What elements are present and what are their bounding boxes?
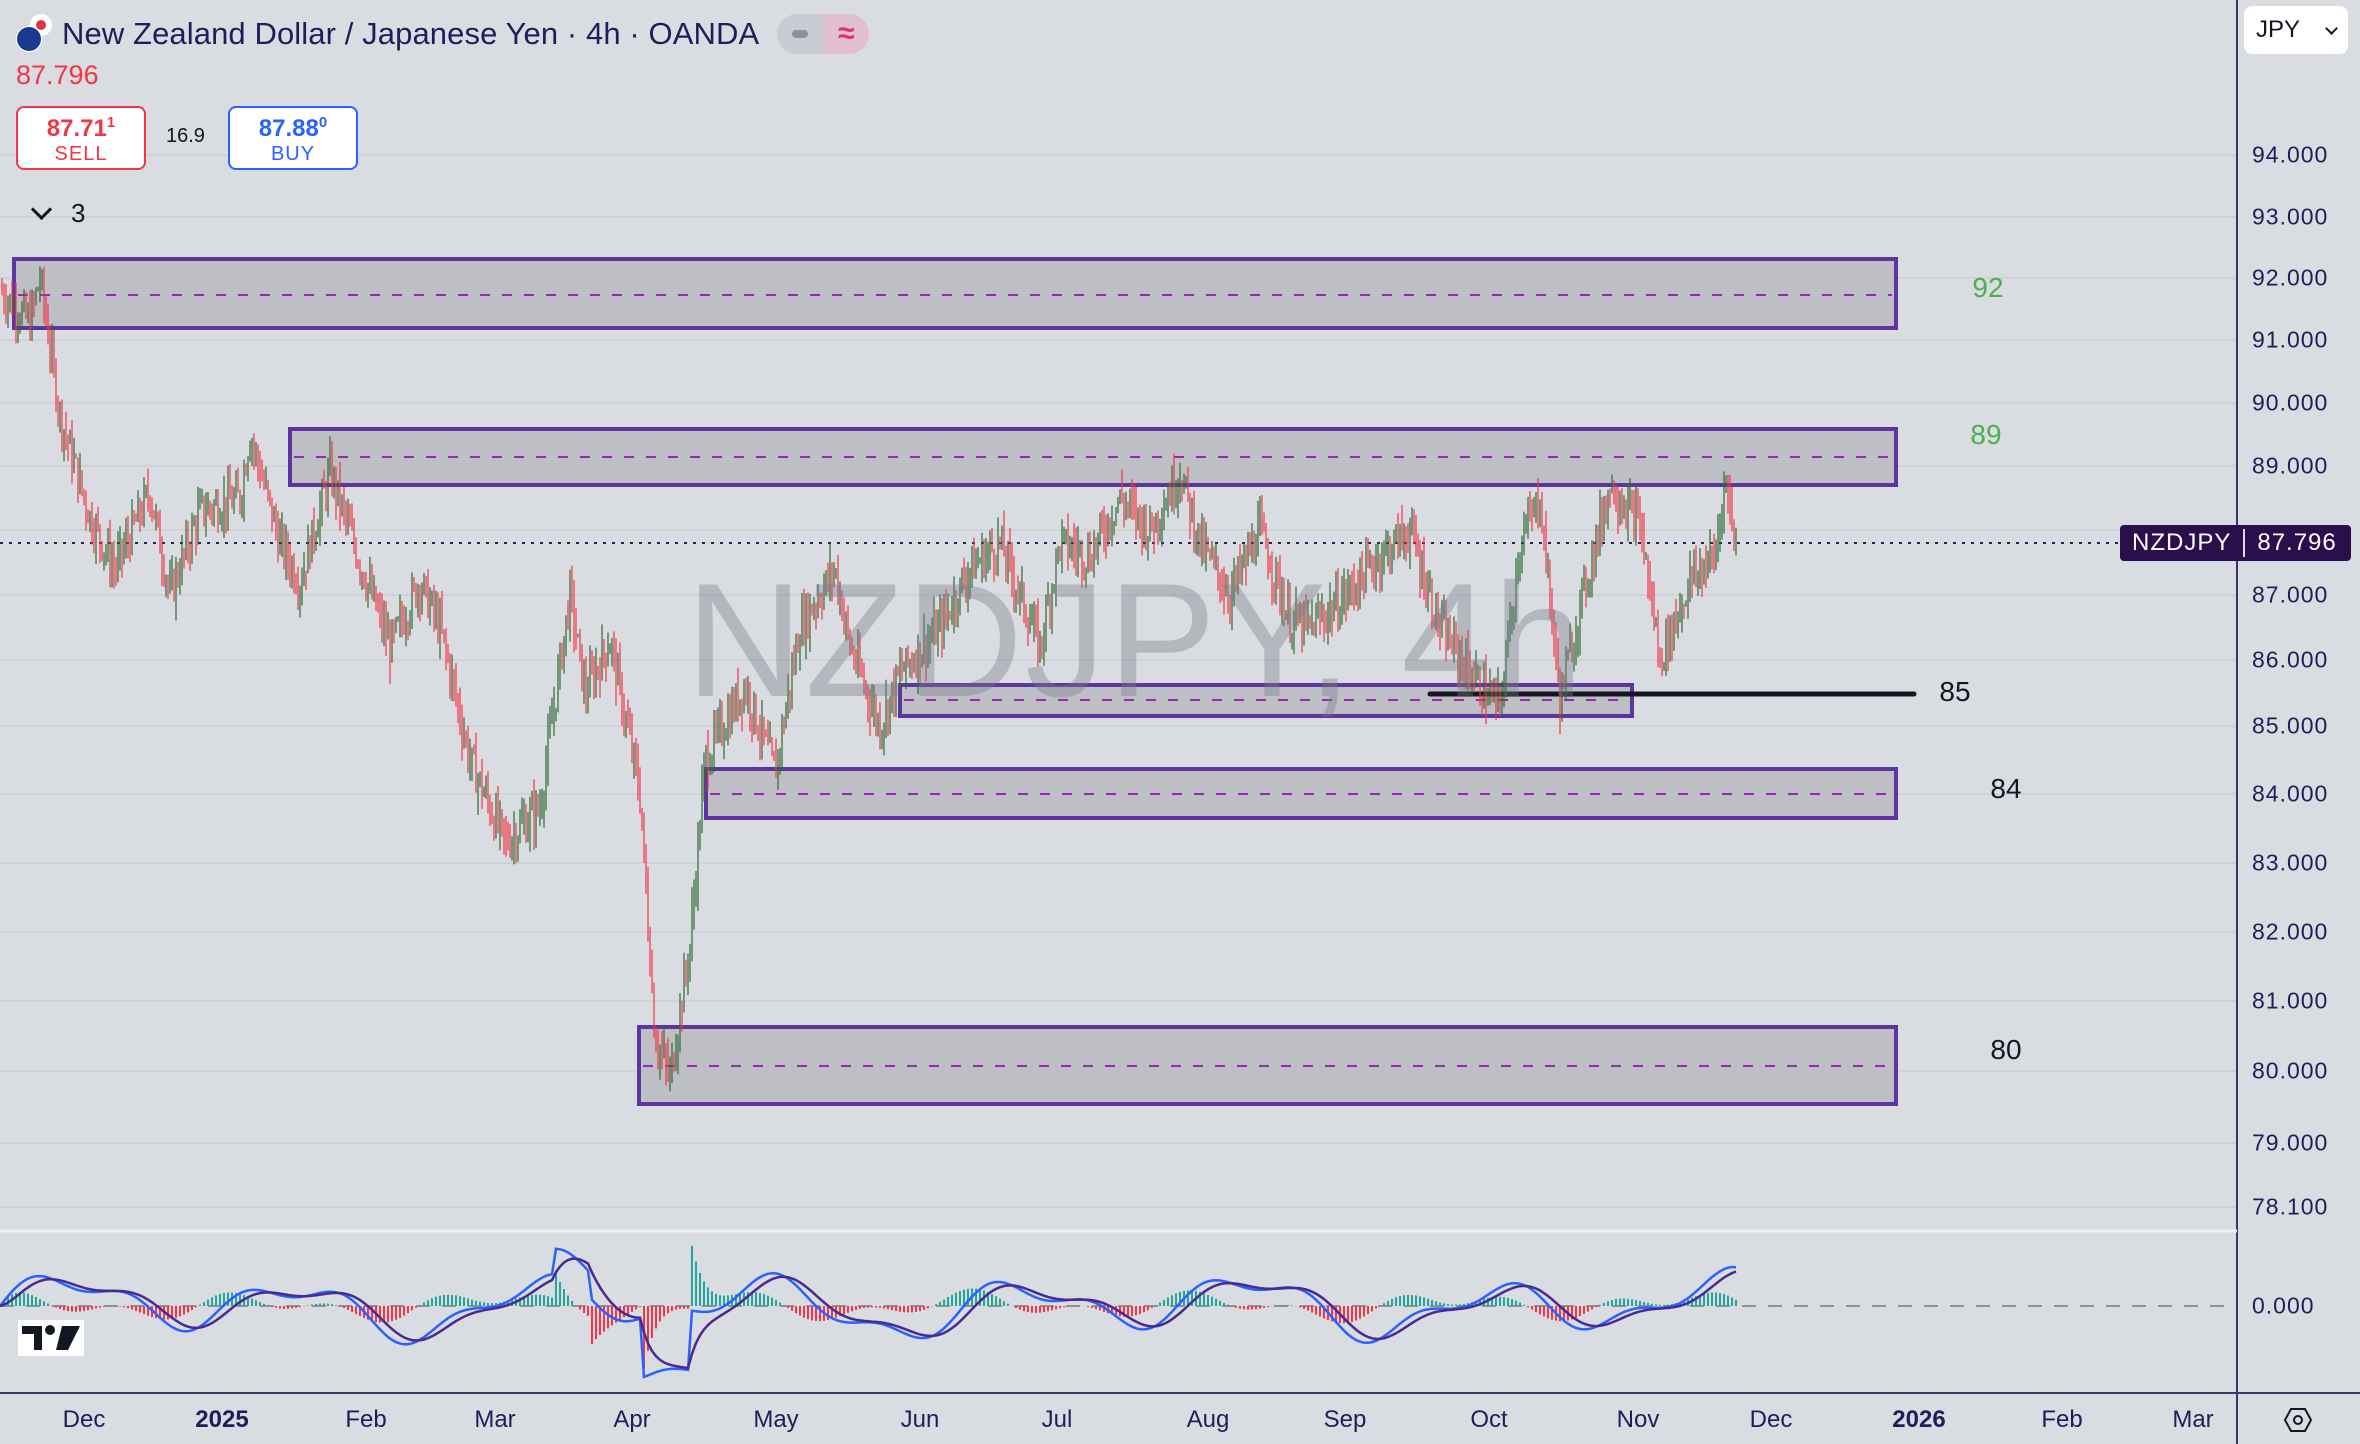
- price-axis-label: 87.000: [2252, 581, 2329, 608]
- price-axis-label: 86.000: [2252, 646, 2329, 673]
- price-axis-label: 92.000: [2252, 264, 2329, 291]
- buy-label: BUY: [270, 143, 316, 165]
- price-axis-label: 93.000: [2252, 203, 2329, 230]
- zone-label-92: 92: [1972, 272, 2004, 303]
- price-axis-label: 80.000: [2252, 1057, 2329, 1084]
- time-axis-label: Jul: [1041, 1406, 1073, 1433]
- sell-price-pip: 1: [106, 114, 116, 131]
- chevron-down-icon: [2325, 21, 2338, 35]
- price-axis-label: 81.000: [2252, 987, 2329, 1014]
- status-pill[interactable]: ≈: [777, 14, 870, 54]
- time-axis-label: Dec: [1749, 1406, 1793, 1433]
- oscillator-fast-line: [0, 1247, 1737, 1379]
- price-axis-label: 78.100: [2252, 1193, 2329, 1220]
- zone-label-89: 89: [1970, 419, 2002, 450]
- price-tag-value: 87.796: [2257, 529, 2337, 556]
- time-axis-label: Sep: [1323, 1406, 1367, 1433]
- support-resistance-zone[interactable]: [704, 767, 1898, 820]
- minus-icon[interactable]: [777, 14, 824, 54]
- price-axis-label: 79.000: [2252, 1129, 2329, 1156]
- buy-price-pip: 0: [318, 114, 328, 131]
- indicators-count: 3: [71, 198, 86, 228]
- time-axis-label: May: [753, 1406, 799, 1433]
- wave-approx-icon[interactable]: ≈: [823, 14, 870, 54]
- buy-button[interactable]: 87.880 BUY: [228, 106, 358, 170]
- tradingview-logo-icon[interactable]: [18, 1320, 84, 1356]
- time-axis-label: Apr: [613, 1406, 651, 1433]
- nz-flag-icon: [16, 26, 42, 52]
- price-axis-label: 82.000: [2252, 918, 2329, 945]
- indicators-toggle[interactable]: 3: [30, 198, 86, 229]
- symbol-header[interactable]: New Zealand Dollar / Japanese Yen · 4h ·…: [14, 14, 870, 54]
- currency-value: JPY: [2256, 16, 2301, 43]
- price-axis-label: 89.000: [2252, 452, 2329, 479]
- sell-price: 87.71: [46, 115, 107, 142]
- spread-value: 16.9: [166, 125, 205, 147]
- chevron-down-icon: [30, 198, 53, 221]
- time-axis-label: Feb: [2041, 1406, 2083, 1433]
- price-axis-label: 83.000: [2252, 849, 2329, 876]
- price-axis-label: 91.000: [2252, 326, 2329, 353]
- currency-flags-icon: [14, 14, 54, 54]
- zone-label-80: 80: [1990, 1034, 2022, 1065]
- price-axis-label: 94.000: [2252, 141, 2329, 168]
- oscillator-slow-line: [0, 1257, 1737, 1370]
- oscillator-zero-label: 0.000: [2252, 1292, 2315, 1319]
- buy-price: 87.88: [258, 115, 319, 142]
- time-axis-label: Dec: [62, 1406, 106, 1433]
- time-axis-label: Aug: [1186, 1406, 1230, 1433]
- symbol-title[interactable]: New Zealand Dollar / Japanese Yen · 4h ·…: [62, 16, 760, 51]
- time-axis-label: Feb: [345, 1406, 387, 1433]
- time-axis-label: Mar: [474, 1406, 516, 1433]
- current-price-tag: NZDJPY 87.796: [2120, 525, 2351, 561]
- time-axis-label: Nov: [1616, 1406, 1660, 1433]
- last-price: 87.796: [16, 60, 99, 90]
- settings-gear-icon[interactable]: [2283, 1405, 2313, 1435]
- time-axis-label: Mar: [2172, 1406, 2214, 1433]
- zone-label-84: 84: [1990, 773, 2022, 804]
- time-axis-label: Oct: [1470, 1406, 1508, 1433]
- price-axis-label: 85.000: [2252, 712, 2329, 739]
- time-axis-label: 2025: [195, 1406, 249, 1433]
- sell-label: SELL: [54, 143, 108, 165]
- price-axis-label: 84.000: [2252, 780, 2329, 807]
- time-axis-label: Jun: [900, 1406, 940, 1433]
- support-resistance-zone[interactable]: [12, 257, 1898, 330]
- price-tag-symbol: NZDJPY: [2120, 529, 2246, 557]
- zone-label-85: 85: [1939, 676, 1971, 707]
- currency-selector[interactable]: JPY: [2244, 6, 2348, 54]
- sell-button[interactable]: 87.711 SELL: [16, 106, 146, 170]
- price-axis-label: 90.000: [2252, 389, 2329, 416]
- time-axis-label: 2026: [1892, 1406, 1946, 1433]
